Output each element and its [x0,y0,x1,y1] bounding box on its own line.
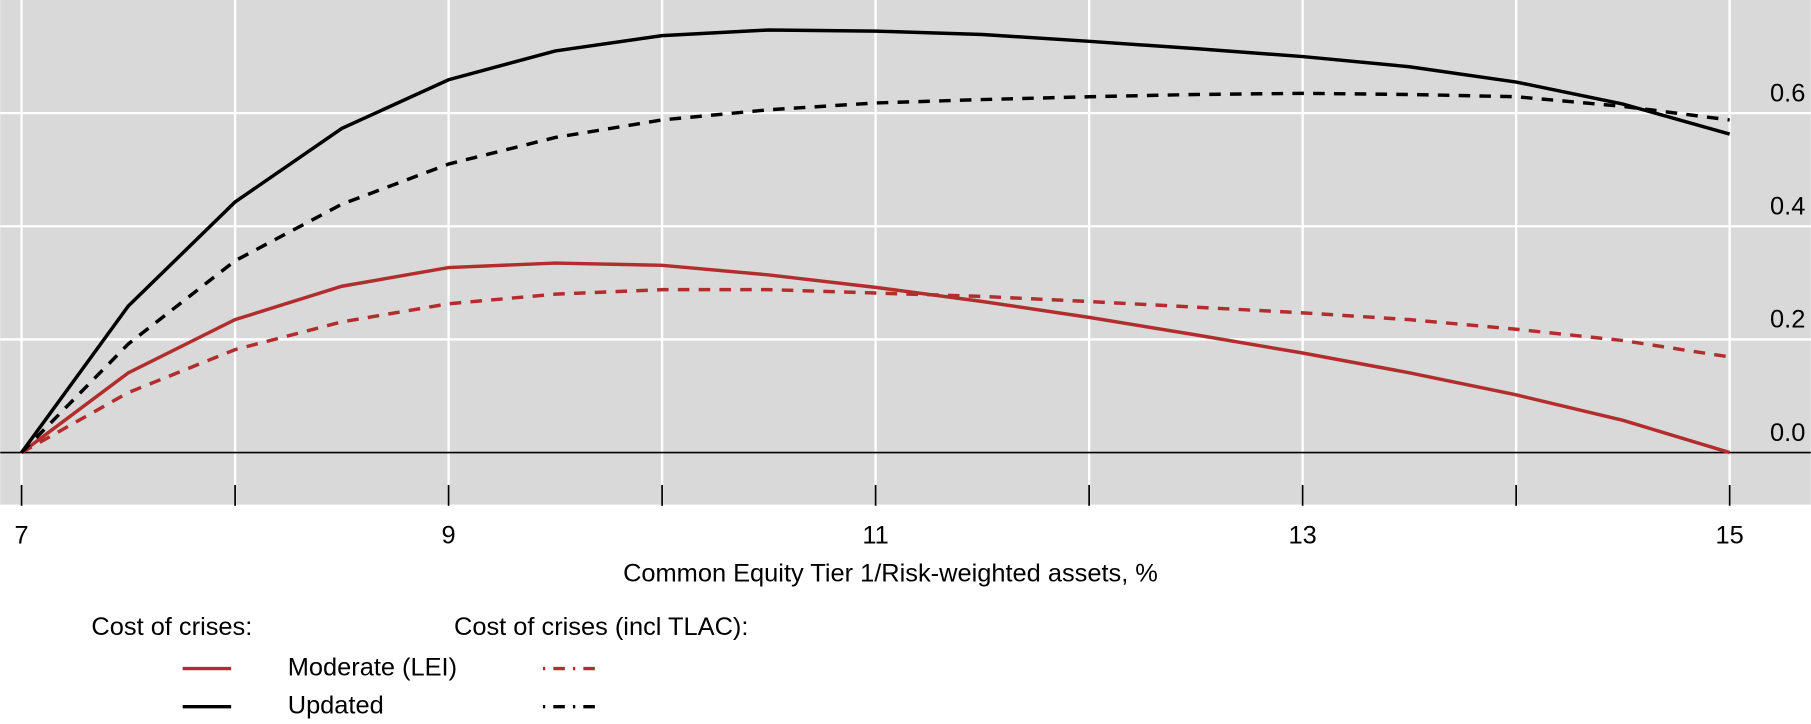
x-tick-label: 7 [14,522,28,550]
series-line [20,28,1731,454]
x-tick-label: 9 [442,522,456,550]
plot-area [0,0,1811,506]
y-tick-label: 0.0 [1770,419,1805,447]
legend-label: Updated [288,691,384,719]
x-tick-label: 13 [1289,522,1317,550]
y-tick-label: 0.2 [1770,306,1805,334]
legend-label: Moderate (LEI) [288,653,457,681]
x-axis-label: Common Equity Tier 1/Risk-weighted asset… [623,560,1158,588]
series-line [20,261,1731,455]
series-line [20,287,1730,455]
x-tick-label: 15 [1716,522,1744,550]
legend-title: Cost of crises (incl TLAC): [454,613,748,641]
x-tick-label: 11 [862,522,888,550]
plot-background [0,0,1811,505]
legend-title: Cost of crises: [91,613,252,641]
y-tick-label: 0.6 [1770,79,1805,107]
y-tick-label: 0.4 [1770,193,1805,221]
series-line [20,91,1730,454]
